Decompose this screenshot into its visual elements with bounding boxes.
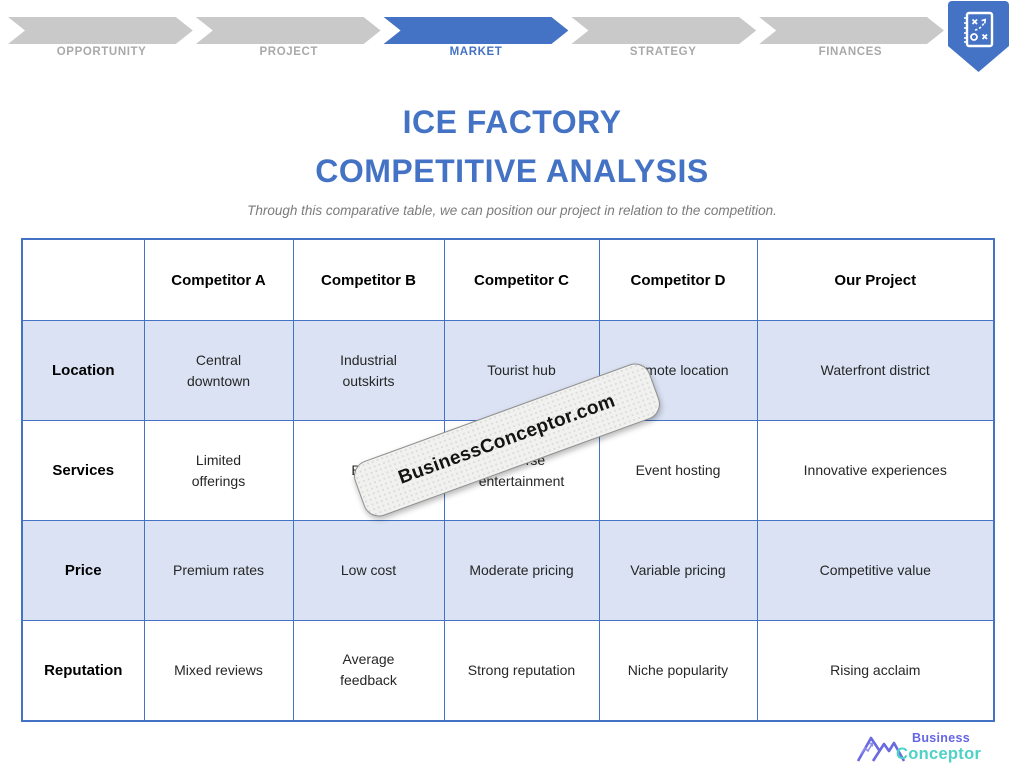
header-competitor-b: Competitor B <box>292 238 445 321</box>
nav-step-project-arrow[interactable] <box>196 17 381 44</box>
cell-reputation-ours: Rising acclaim <box>756 620 995 721</box>
cell-price-b: Low cost <box>292 520 445 621</box>
row-label-location: Location <box>21 320 145 421</box>
nav-label-strategy[interactable]: STRATEGY <box>629 46 697 58</box>
table-row-reputation: Reputation Mixed reviews Average feedbac… <box>21 620 995 721</box>
table-row-location: Location Central downtown Industrial out… <box>21 320 995 421</box>
cell-location-b: Industrial outskirts <box>292 320 445 421</box>
header-competitor-d: Competitor D <box>598 238 758 321</box>
cell-price-ours: Competitive value <box>756 520 995 621</box>
header-competitor-a: Competitor A <box>143 238 294 321</box>
table-header-row: Competitor A Competitor B Competitor C C… <box>21 238 995 321</box>
brand-name-bottom: Conceptor <box>896 744 982 763</box>
header-empty-cell <box>21 238 145 321</box>
cell-reputation-a: Mixed reviews <box>143 620 294 721</box>
cell-services-a: Limited offerings <box>143 420 294 521</box>
competitive-analysis-table: Competitor A Competitor B Competitor C C… <box>21 238 995 722</box>
row-label-reputation: Reputation <box>21 620 145 721</box>
nav-label-opportunity[interactable]: OPPORTUNITY <box>56 46 147 58</box>
nav-step-strategy-arrow[interactable] <box>571 17 756 44</box>
nav-step-finances-arrow[interactable] <box>759 17 944 44</box>
slide-title-line2: COMPETITIVE ANALYSIS <box>315 153 709 189</box>
cell-reputation-d: Niche popularity <box>598 620 758 721</box>
cell-location-a: Central downtown <box>143 320 294 421</box>
table-row-price: Price Premium rates Low cost Moderate pr… <box>21 520 995 621</box>
slide-title-line1: ICE FACTORY <box>402 104 622 140</box>
row-label-price: Price <box>21 520 145 621</box>
nav-label-project[interactable]: PROJECT <box>259 46 319 58</box>
header-competitor-c: Competitor C <box>443 238 600 321</box>
nav-label-finances[interactable]: FINANCES <box>818 46 883 58</box>
brand-logo: Business Conceptor <box>856 729 981 765</box>
cell-services-d: Event hosting <box>598 420 758 521</box>
cell-price-c: Moderate pricing <box>443 520 600 621</box>
process-nav-labels: OPPORTUNITY PROJECT MARKET STRATEGY FINA… <box>8 46 944 58</box>
cell-price-d: Variable pricing <box>598 520 758 621</box>
cell-reputation-b: Average feedback <box>292 620 445 721</box>
nav-step-opportunity-arrow[interactable] <box>8 17 193 44</box>
mountains-icon <box>856 736 906 762</box>
nav-label-market[interactable]: MARKET <box>449 46 503 58</box>
header-our-project: Our Project <box>756 238 995 321</box>
slide-title: ICE FACTORY COMPETITIVE ANALYSIS <box>0 98 1024 196</box>
corner-badge <box>947 0 1010 74</box>
strategy-playbook-icon <box>948 1 1009 72</box>
brand-name-top: Business <box>912 731 970 745</box>
slide-subtitle: Through this comparative table, we can p… <box>247 203 777 218</box>
cell-reputation-c: Strong reputation <box>443 620 600 721</box>
cell-services-ours: Innovative experiences <box>756 420 995 521</box>
row-label-services: Services <box>21 420 145 521</box>
brand-logo-text: Business Conceptor <box>896 732 981 762</box>
table-row-services: Services Limited offerings Basic Diverse… <box>21 420 995 521</box>
process-nav <box>8 17 944 44</box>
cell-location-ours: Waterfront district <box>756 320 995 421</box>
nav-step-market-arrow[interactable] <box>384 17 569 44</box>
cell-price-a: Premium rates <box>143 520 294 621</box>
